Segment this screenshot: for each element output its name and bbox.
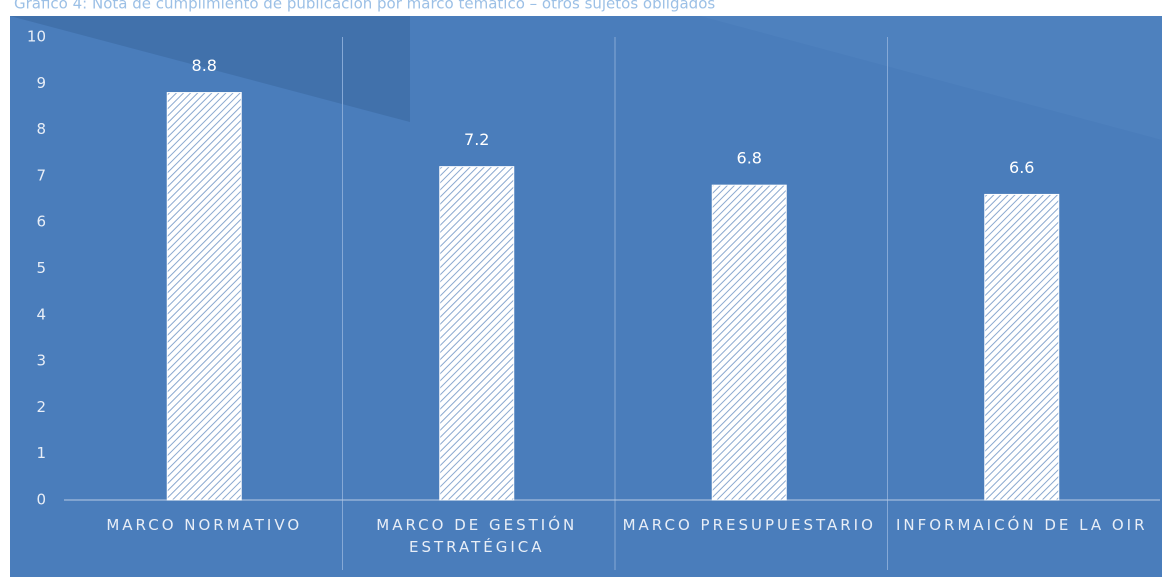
- bar: [711, 184, 787, 501]
- x-tick-label: MARCO PRESUPUESTARIO: [622, 516, 876, 534]
- y-tick-label: 7: [36, 166, 46, 184]
- y-tick-label: 2: [36, 398, 46, 416]
- bar: [166, 92, 242, 501]
- value-label: 6.6: [1009, 158, 1034, 177]
- y-tick-label: 10: [27, 28, 46, 46]
- chart-title: Gráfico 4: Nota de cumplimiento de publi…: [14, 0, 715, 13]
- y-tick-label: 8: [36, 120, 46, 138]
- y-tick-label: 1: [36, 444, 46, 462]
- bar: [439, 166, 515, 501]
- value-label: 6.8: [737, 149, 762, 168]
- y-tick-label: 3: [36, 352, 46, 370]
- decoration: [700, 16, 1162, 140]
- bar: [984, 193, 1060, 501]
- x-tick-label: INFORMAICÓN DE LA OIR: [895, 516, 1148, 534]
- decoration: [10, 16, 410, 122]
- value-label: 8.8: [192, 56, 217, 75]
- y-tick-label: 6: [36, 213, 46, 231]
- x-tick-label: MARCO DE GESTIÓN ESTRATÉGICA: [376, 516, 578, 556]
- y-tick-label: 5: [36, 259, 46, 277]
- value-label: 7.2: [464, 130, 489, 149]
- y-tick-label: 0: [36, 491, 46, 509]
- y-tick-label: 9: [36, 74, 46, 92]
- y-tick-label: 4: [36, 305, 46, 323]
- x-tick-label: MARCO NORMATIVO: [106, 516, 303, 534]
